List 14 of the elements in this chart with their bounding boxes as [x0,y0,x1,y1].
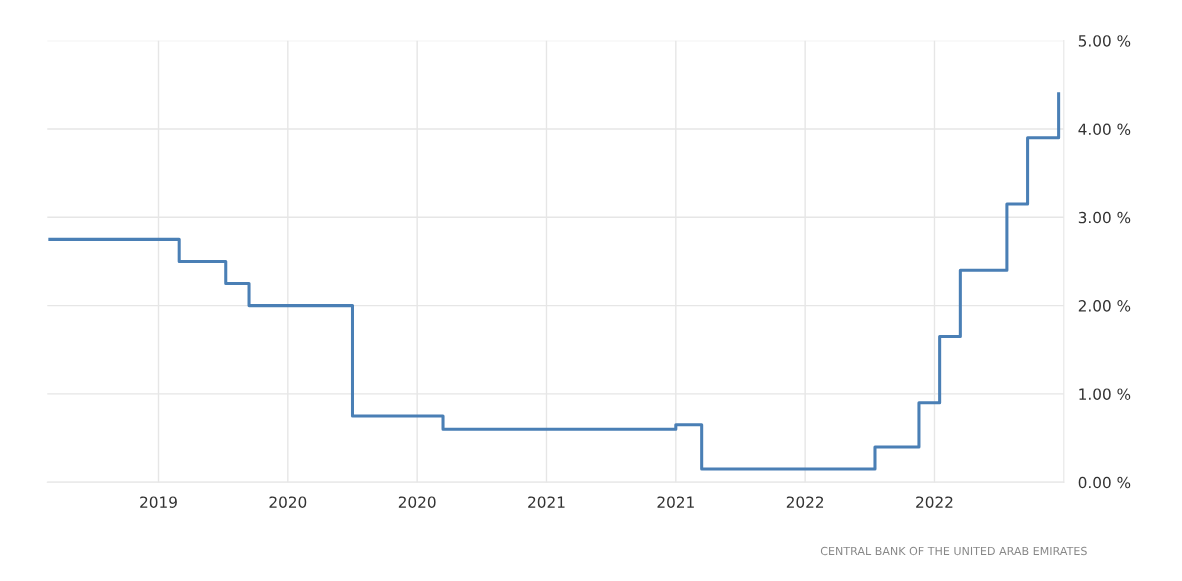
x-tick-label: 2022 [786,496,824,508]
y-tick-label: 3.00 % [1078,211,1131,224]
y-tick-label: 0.00 % [1078,476,1131,489]
x-tick-label: 2021 [528,496,565,508]
y-tick-label: 1.00 % [1079,388,1131,400]
x-tick-label: 2022 [916,496,953,508]
x-tick-label: 2019 [140,496,177,508]
x-tick-label: 2021 [657,496,694,508]
y-tick-label: 4.00 % [1078,123,1131,135]
y-tick-label: 2.00 % [1078,300,1131,312]
y-tick-label: 5.00 % [1078,35,1131,47]
x-tick-label: 2020 [269,496,307,508]
text: CENTRAL BANK OF THE UNITED ARAB EMIRATES [820,546,1087,556]
x-tick-label: 2020 [398,496,436,508]
